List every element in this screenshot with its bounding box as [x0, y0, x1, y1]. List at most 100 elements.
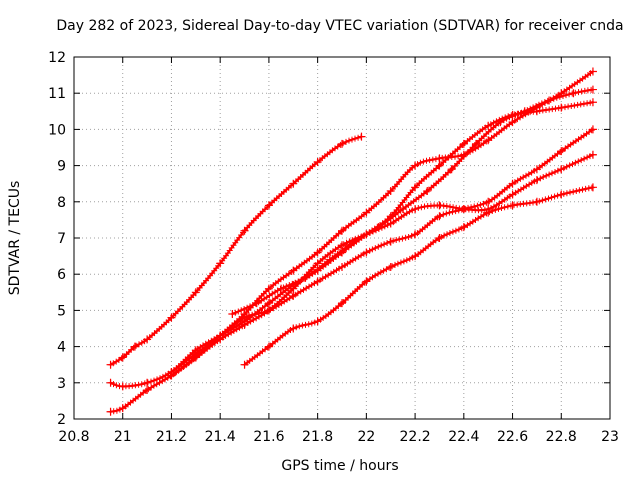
data-point: [508, 201, 517, 210]
data-point: [357, 132, 366, 141]
data-point: [264, 201, 273, 210]
data-point: [264, 299, 273, 308]
data-point: [411, 230, 420, 239]
x-tick-label: 22.2: [400, 429, 431, 445]
data-point: [557, 165, 566, 174]
y-tick-label: 8: [57, 195, 66, 211]
data-point: [240, 226, 249, 235]
ticks: 20.8 21 21.2 21.4 21.6 21.8 22 22.2 22.4 22.6 22.8…: [48, 50, 619, 445]
data-point: [411, 252, 420, 261]
x-tick-label: 22.4: [448, 429, 479, 445]
data-point: [325, 255, 334, 264]
data-point: [588, 183, 597, 192]
y-tick-label: 6: [57, 267, 66, 283]
data-point: [588, 85, 597, 94]
data-point: [386, 186, 395, 195]
data-point: [289, 266, 298, 275]
y-axis-label: SDTVAR / TECUs: [7, 181, 23, 296]
x-axis-label: GPS time / hours: [281, 458, 398, 474]
x-tick-label: 22: [357, 429, 375, 445]
data-point: [289, 324, 298, 333]
data-point: [374, 223, 383, 232]
data-point: [459, 139, 468, 148]
data-point: [459, 223, 468, 232]
data-point: [569, 89, 578, 98]
data-point: [240, 360, 249, 369]
data-point: [508, 190, 517, 199]
data-point: [216, 335, 225, 344]
data-point: [289, 284, 298, 293]
data-point: [362, 277, 371, 286]
y-tick-label: 7: [57, 231, 66, 247]
x-tick-label: 21.2: [156, 429, 187, 445]
data-point: [447, 165, 456, 174]
data-point: [240, 320, 249, 329]
data-point: [435, 234, 444, 242]
x-tick-label: 20.8: [58, 429, 89, 445]
data-point: [508, 118, 517, 127]
data-point: [435, 161, 444, 170]
y-tick-label: 4: [57, 340, 66, 356]
data-point: [423, 186, 432, 195]
data-point: [118, 353, 127, 362]
data-point: [386, 262, 395, 271]
x-tick-label: 22.6: [497, 429, 528, 445]
y-tick-label: 12: [48, 50, 66, 66]
data-point: [350, 237, 359, 246]
data-point: [301, 273, 310, 282]
y-tick-label: 10: [48, 122, 66, 138]
data-point: [484, 121, 493, 130]
data-point: [191, 353, 200, 362]
data-point: [532, 197, 541, 206]
data-point: [118, 404, 127, 413]
data-point: [167, 371, 176, 380]
data-point: [362, 208, 371, 217]
data-point: [143, 378, 152, 387]
series-track-1: [106, 132, 366, 369]
data-point: [143, 386, 152, 395]
x-tick-label: 21.6: [253, 429, 284, 445]
data-point: [313, 277, 322, 286]
data-point: [496, 118, 505, 127]
series-track-7: [228, 85, 597, 319]
data-point: [588, 67, 597, 76]
series-layer: [106, 67, 597, 416]
data-point: [484, 136, 493, 145]
data-point: [277, 284, 286, 293]
data-point: [459, 205, 468, 214]
y-tick-label: 5: [57, 303, 66, 319]
data-point: [289, 179, 298, 188]
data-point: [362, 248, 371, 257]
data-point: [532, 176, 541, 185]
data-point: [472, 139, 480, 148]
data-point: [313, 259, 322, 268]
data-point: [240, 313, 249, 322]
data-point: [386, 237, 395, 246]
data-point: [411, 161, 420, 170]
data-point: [289, 291, 298, 300]
x-tick-label: 21.4: [205, 429, 236, 445]
data-point: [228, 310, 237, 319]
data-point: [411, 183, 420, 192]
data-point: [588, 125, 597, 134]
y-tick-label: 3: [57, 376, 66, 392]
data-point: [520, 107, 529, 116]
data-point: [557, 147, 566, 156]
y-tick-label: 9: [57, 159, 66, 175]
data-point: [398, 205, 407, 214]
data-point: [313, 317, 322, 326]
chart-title: Day 282 of 2023, Sidereal Day-to-day VTE…: [56, 18, 623, 34]
data-point: [557, 103, 566, 112]
data-point: [130, 342, 139, 351]
data-point: [588, 98, 597, 107]
data-point: [338, 139, 346, 148]
data-point: [338, 299, 346, 308]
series-track-4: [240, 183, 597, 369]
data-point: [264, 306, 273, 315]
data-point: [313, 157, 322, 166]
x-tick-label: 21: [114, 429, 132, 445]
data-point: [588, 150, 597, 159]
x-tick-label: 21.8: [302, 429, 333, 445]
